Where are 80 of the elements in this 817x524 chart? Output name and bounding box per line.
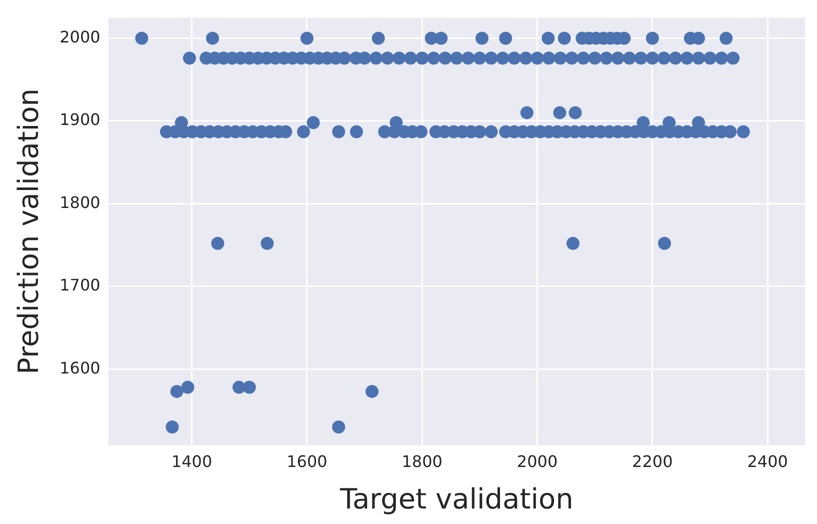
point: [565, 52, 578, 65]
point: [646, 32, 659, 45]
point: [720, 32, 733, 45]
point: [657, 52, 670, 65]
point: [646, 52, 659, 65]
x-tick-label: 2000: [516, 452, 558, 471]
point: [300, 32, 314, 45]
point: [736, 125, 750, 138]
point: [392, 52, 406, 65]
point: [499, 32, 512, 45]
point: [170, 384, 184, 398]
point: [622, 52, 636, 65]
point: [715, 52, 728, 65]
point: [680, 52, 694, 65]
point: [370, 52, 383, 65]
x-tick-label: 1600: [286, 452, 328, 471]
point: [568, 106, 582, 120]
point: [416, 52, 429, 65]
point: [297, 125, 310, 138]
y-tick-label: 1800: [60, 192, 100, 212]
point: [183, 52, 196, 65]
point: [242, 380, 256, 394]
x-tick-label: 1400: [171, 452, 212, 471]
point: [566, 236, 580, 250]
point: [332, 125, 346, 138]
x-tick-label: 2400: [747, 452, 788, 471]
point: [553, 106, 566, 120]
point: [542, 32, 555, 45]
point: [668, 52, 682, 65]
point: [634, 52, 648, 65]
point: [358, 52, 372, 65]
y-tick-label: 2000: [60, 27, 100, 46]
x-tick-label: 2200: [632, 452, 673, 471]
point: [135, 32, 148, 45]
y-tick-label: 1900: [60, 110, 100, 130]
x-tick-label: 1800: [402, 452, 442, 471]
point: [366, 384, 379, 398]
point: [542, 52, 556, 65]
point: [658, 236, 672, 250]
y-tick-label: 1700: [60, 276, 100, 295]
point: [554, 52, 567, 65]
point: [381, 52, 394, 65]
point: [211, 236, 224, 250]
point: [724, 125, 737, 138]
point: [496, 52, 510, 65]
point: [600, 52, 613, 65]
point: [508, 52, 521, 65]
point: [181, 380, 194, 394]
point: [260, 236, 274, 250]
point: [390, 116, 403, 130]
point: [473, 52, 486, 65]
point: [520, 106, 534, 120]
point: [166, 420, 179, 434]
y-tick-label: 1600: [60, 358, 100, 378]
point: [558, 32, 571, 45]
point: [404, 52, 418, 65]
point: [462, 52, 475, 65]
point: [306, 116, 320, 130]
point: [588, 52, 602, 65]
point: [427, 52, 440, 65]
point: [332, 420, 346, 434]
point: [450, 52, 464, 65]
point: [530, 52, 544, 65]
point: [519, 52, 532, 65]
point: [704, 52, 716, 65]
point: [475, 32, 488, 45]
point: [692, 52, 705, 65]
point: [206, 32, 220, 45]
y-axis-title: Prediction validation: [12, 88, 46, 374]
point: [372, 32, 385, 45]
point: [484, 125, 498, 138]
point: [611, 52, 624, 65]
point: [484, 52, 498, 65]
point: [726, 52, 740, 65]
point: [434, 32, 448, 45]
point: [438, 52, 452, 65]
x-axis-title: Target validation: [338, 482, 574, 516]
point: [473, 125, 486, 138]
point: [576, 52, 590, 65]
point: [350, 125, 363, 138]
